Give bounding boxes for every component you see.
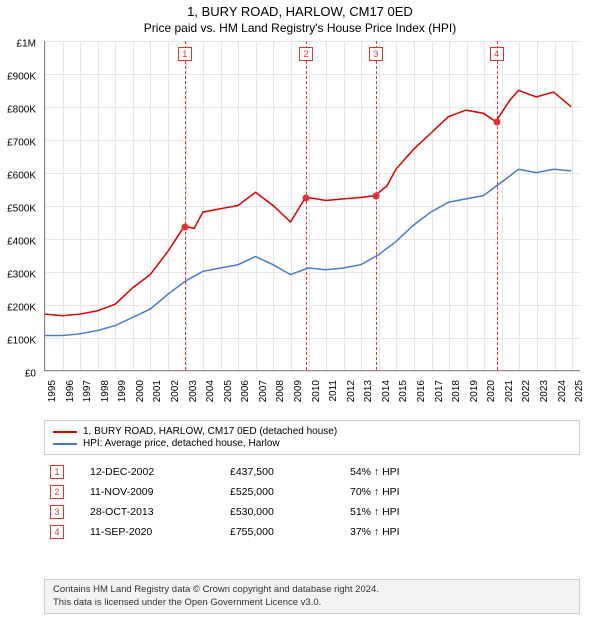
- x-tick-label: 2006: [240, 380, 251, 402]
- transaction-price: £525,000: [224, 482, 344, 502]
- x-tick-label: 1996: [65, 380, 76, 402]
- x-tick-label: 2007: [258, 380, 269, 402]
- transaction-number: 1: [50, 465, 64, 479]
- table-row: 2 11-NOV-2009£525,00070% ↑ HPI: [44, 482, 580, 502]
- legend-label: 1, BURY ROAD, HARLOW, CM17 0ED (detached…: [83, 426, 337, 437]
- y-tick-label: £800K: [7, 105, 36, 116]
- marker-dot: [303, 194, 310, 201]
- x-tick-label: 1995: [47, 380, 58, 402]
- legend-item: HPI: Average price, detached house, Harl…: [53, 438, 571, 449]
- series-line: [45, 90, 571, 315]
- plot-area: 1234: [44, 41, 580, 371]
- chart-subtitle: Price paid vs. HM Land Registry's House …: [0, 21, 600, 35]
- x-tick-label: 1997: [82, 380, 93, 402]
- transaction-date: 11-SEP-2020: [84, 522, 224, 542]
- y-tick-label: £600K: [7, 171, 36, 182]
- x-tick-label: 2023: [539, 380, 550, 402]
- x-tick-label: 2021: [504, 380, 515, 402]
- x-tick-label: 2015: [398, 380, 409, 402]
- y-tick-label: £1M: [17, 39, 36, 50]
- marker-dot: [493, 118, 500, 125]
- x-tick-label: 2013: [363, 380, 374, 402]
- transaction-price: £437,500: [224, 462, 344, 482]
- y-tick-label: £200K: [7, 303, 36, 314]
- x-tick-label: 2004: [205, 380, 216, 402]
- transactions-table: 1 12-DEC-2002£437,50054% ↑ HPI 2 11-NOV-200…: [44, 462, 580, 542]
- table-row: 1 12-DEC-2002£437,50054% ↑ HPI: [44, 462, 580, 482]
- table-row: 4 11-SEP-2020£755,00037% ↑ HPI: [44, 522, 580, 542]
- transaction-date: 11-NOV-2009: [84, 482, 224, 502]
- title-block: 1, BURY ROAD, HARLOW, CM17 0ED Price pai…: [0, 0, 600, 35]
- y-tick-label: £100K: [7, 336, 36, 347]
- x-tick-label: 2016: [416, 380, 427, 402]
- transaction-number: 2: [50, 485, 64, 499]
- transaction-delta: 54% ↑ HPI: [344, 462, 580, 482]
- marker-dot: [181, 223, 188, 230]
- transaction-delta: 37% ↑ HPI: [344, 522, 580, 542]
- x-tick-label: 2011: [328, 380, 339, 402]
- x-tick-label: 2010: [311, 380, 322, 402]
- x-tick-label: 2012: [346, 380, 357, 402]
- x-tick-label: 2022: [521, 380, 532, 402]
- y-tick-label: £900K: [7, 72, 36, 83]
- footer-line2: This data is licensed under the Open Gov…: [53, 597, 571, 609]
- x-tick-label: 2001: [152, 380, 163, 402]
- x-tick-label: 2003: [188, 380, 199, 402]
- transaction-price: £755,000: [224, 522, 344, 542]
- x-tick-label: 1999: [117, 380, 128, 402]
- table-row: 3 28-OCT-2013£530,00051% ↑ HPI: [44, 502, 580, 522]
- x-tick-label: 2024: [557, 380, 568, 402]
- series-svg: [45, 41, 580, 370]
- x-tick-label: 2025: [574, 380, 585, 402]
- legend-swatch: [53, 443, 77, 445]
- transaction-date: 12-DEC-2002: [84, 462, 224, 482]
- legend-item: 1, BURY ROAD, HARLOW, CM17 0ED (detached…: [53, 426, 571, 437]
- x-tick-label: 2014: [381, 380, 392, 402]
- footer-attribution: Contains HM Land Registry data © Crown c…: [44, 579, 580, 614]
- legend-label: HPI: Average price, detached house, Harl…: [83, 438, 280, 449]
- x-tick-label: 1998: [100, 380, 111, 402]
- transaction-number: 3: [50, 505, 64, 519]
- x-axis-labels: 1995 1996 1997 1998 1999 2000 2001 2002 2003 2004…: [44, 378, 580, 418]
- gridline-h: [45, 371, 580, 372]
- transaction-delta: 51% ↑ HPI: [344, 502, 580, 522]
- legend-swatch: [53, 431, 77, 433]
- x-tick-label: 2008: [275, 380, 286, 402]
- x-tick-label: 2009: [293, 380, 304, 402]
- y-tick-label: £400K: [7, 237, 36, 248]
- x-tick-label: 2005: [223, 380, 234, 402]
- y-tick-label: £500K: [7, 204, 36, 215]
- transaction-date: 28-OCT-2013: [84, 502, 224, 522]
- transaction-price: £530,000: [224, 502, 344, 522]
- x-tick-label: 2020: [486, 380, 497, 402]
- chart-title: 1, BURY ROAD, HARLOW, CM17 0ED: [0, 4, 600, 19]
- y-tick-label: £700K: [7, 138, 36, 149]
- y-tick-label: £0: [25, 369, 36, 380]
- x-tick-label: 2019: [469, 380, 480, 402]
- y-axis-labels: £0£100K£200K£300K£400K£500K£600K£700K£80…: [0, 44, 40, 374]
- x-tick-label: 2000: [135, 380, 146, 402]
- x-tick-label: 2017: [434, 380, 445, 402]
- transaction-delta: 70% ↑ HPI: [344, 482, 580, 502]
- y-tick-label: £300K: [7, 270, 36, 281]
- footer-line1: Contains HM Land Registry data © Crown c…: [53, 584, 571, 596]
- x-tick-label: 2002: [170, 380, 181, 402]
- transaction-number: 4: [50, 525, 64, 539]
- chart-container: 1, BURY ROAD, HARLOW, CM17 0ED Price pai…: [0, 0, 600, 620]
- legend: 1, BURY ROAD, HARLOW, CM17 0ED (detached…: [44, 420, 580, 455]
- marker-dot: [372, 193, 379, 200]
- x-tick-label: 2018: [451, 380, 462, 402]
